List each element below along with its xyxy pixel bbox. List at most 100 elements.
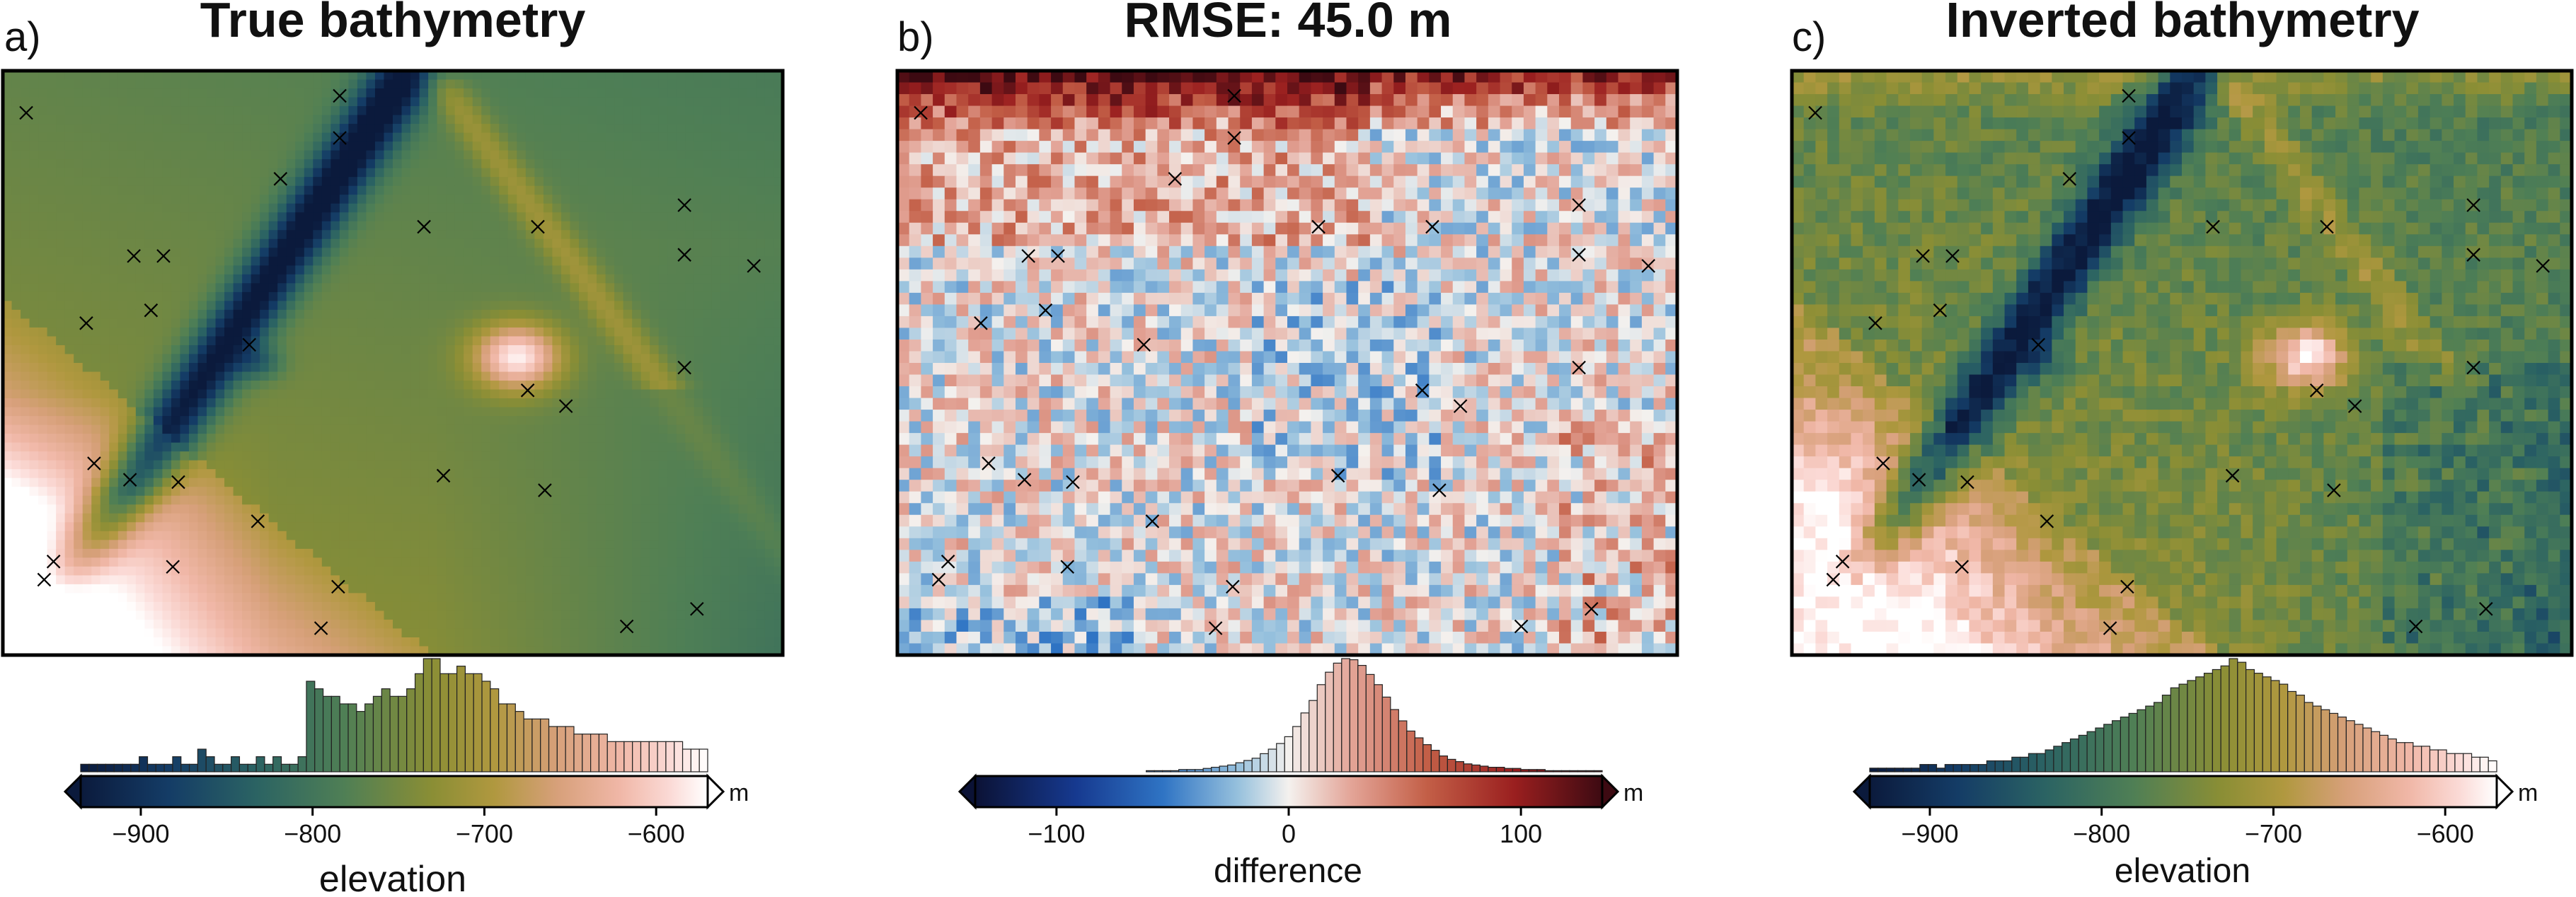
map-cell	[481, 283, 491, 293]
map-cell	[64, 141, 74, 151]
map-cell	[162, 327, 172, 337]
map-cell	[321, 513, 331, 523]
map-cell	[117, 363, 127, 373]
map-cell	[472, 106, 482, 116]
map-cell	[419, 548, 429, 558]
map-cell	[233, 177, 243, 187]
map-cell	[91, 327, 101, 337]
map-cell	[685, 79, 695, 89]
map-cell	[676, 97, 686, 107]
map-cell	[570, 124, 580, 134]
map-cell	[729, 371, 739, 381]
map-cell	[650, 71, 660, 81]
map-cell	[632, 363, 642, 373]
map-cell	[207, 248, 217, 257]
map-cell	[747, 177, 757, 187]
map-cell	[38, 221, 48, 231]
map-cell	[29, 291, 39, 301]
map-cell	[64, 540, 74, 550]
map-cell	[153, 265, 163, 275]
map-cell	[676, 71, 686, 81]
map-cell	[632, 557, 642, 567]
map-cell	[366, 371, 376, 381]
map-cell	[764, 159, 775, 169]
map-cell	[339, 451, 349, 461]
map-cell	[507, 389, 517, 399]
map-cell	[321, 106, 331, 116]
map-cell	[180, 416, 190, 426]
map-cell	[384, 318, 393, 328]
map-cell	[578, 185, 589, 195]
map-cell	[437, 79, 447, 89]
map-cell	[428, 203, 438, 213]
map-cell	[233, 124, 243, 134]
map-cell	[384, 442, 393, 452]
map-cell	[3, 389, 13, 399]
map-cell	[188, 478, 199, 487]
map-cell	[640, 150, 650, 160]
map-cell	[21, 460, 30, 470]
map-cell	[348, 460, 358, 470]
map-cell	[756, 407, 766, 417]
map-cell	[47, 416, 57, 426]
map-cell	[658, 407, 668, 417]
map-cell	[348, 195, 358, 204]
map-cell	[215, 354, 225, 364]
map-cell	[357, 442, 367, 452]
map-cell	[658, 230, 668, 240]
map-cell	[197, 159, 207, 169]
map-cell	[419, 398, 429, 408]
map-cell	[82, 238, 92, 248]
map-cell	[21, 398, 30, 408]
map-cell	[472, 557, 482, 567]
map-cell	[703, 469, 713, 479]
map-cell	[472, 177, 482, 187]
map-cell	[224, 416, 234, 426]
map-cell	[109, 203, 119, 213]
map-cell	[295, 363, 305, 373]
map-cell	[552, 115, 562, 125]
map-cell	[401, 531, 411, 540]
map-cell	[507, 504, 517, 514]
map-cell	[242, 495, 252, 505]
map-cell	[56, 141, 66, 151]
map-cell	[233, 185, 243, 195]
map-cell	[321, 495, 331, 505]
map-cell	[552, 451, 562, 461]
map-cell	[685, 557, 695, 567]
map-cell	[446, 363, 456, 373]
map-cell	[207, 212, 217, 222]
map-cell	[507, 88, 517, 98]
map-cell	[534, 327, 544, 337]
map-cell	[419, 327, 429, 337]
map-cell	[224, 557, 234, 567]
map-cell	[729, 159, 739, 169]
map-cell	[667, 540, 677, 550]
map-cell	[419, 318, 429, 328]
map-cell	[437, 513, 447, 523]
map-cell	[552, 238, 562, 248]
map-cell	[56, 460, 66, 470]
map-cell	[774, 354, 783, 364]
map-cell	[215, 451, 225, 461]
map-cell	[321, 371, 331, 381]
map-cell	[171, 363, 181, 373]
map-cell	[366, 460, 376, 470]
map-cell	[419, 371, 429, 381]
map-cell	[188, 256, 199, 266]
map-cell	[348, 238, 358, 248]
map-cell	[499, 566, 509, 576]
map-cell	[162, 548, 172, 558]
map-cell	[437, 389, 447, 399]
map-cell	[720, 88, 730, 98]
map-cell	[313, 407, 323, 417]
map-cell	[224, 451, 234, 461]
map-cell	[207, 495, 217, 505]
map-cell	[374, 185, 385, 195]
map-cell	[464, 495, 473, 505]
map-cell	[560, 442, 571, 452]
map-cell	[304, 238, 314, 248]
map-cell	[21, 416, 30, 426]
map-cell	[738, 478, 748, 487]
map-cell	[162, 274, 172, 284]
